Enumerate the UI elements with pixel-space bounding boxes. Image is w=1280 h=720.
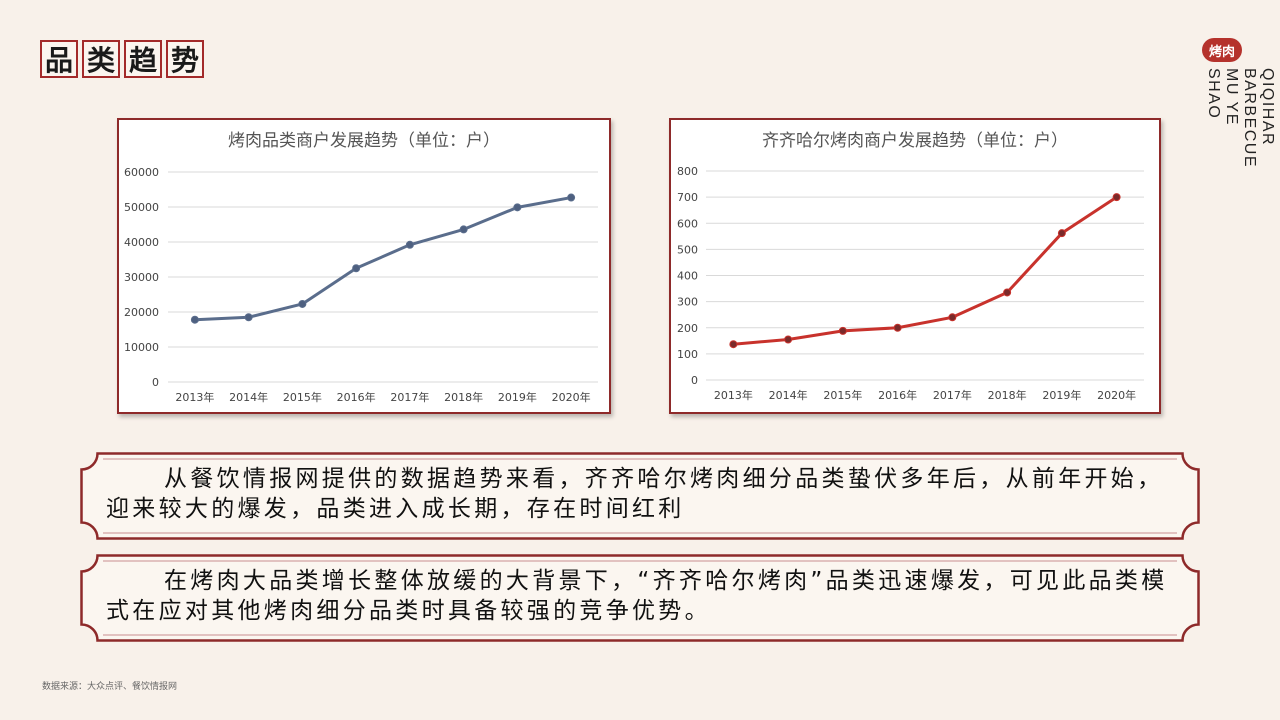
data-point bbox=[244, 313, 253, 322]
decorative-frame bbox=[80, 452, 1200, 540]
x-tick-label: 2016年 bbox=[337, 390, 376, 404]
brand-line1: QIQIHAR BARBECUE bbox=[1241, 68, 1276, 169]
data-point bbox=[190, 315, 199, 324]
x-tick-label: 2019年 bbox=[498, 390, 537, 404]
title-char: 势 bbox=[166, 40, 204, 78]
brand-line2: MU YE SHAO bbox=[1205, 68, 1240, 126]
data-point bbox=[298, 299, 307, 308]
x-tick-label: 2020年 bbox=[552, 390, 591, 404]
x-tick-label: 2013年 bbox=[175, 390, 214, 404]
data-point bbox=[784, 335, 793, 344]
chart-overall: 烤肉品类商户发展趋势（单位：户） 0 10000 20000 30000 40000 500… bbox=[124, 131, 598, 404]
x-tick-label: 2017年 bbox=[390, 390, 429, 404]
y-tick-label: 400 bbox=[677, 270, 698, 283]
title-char: 类 bbox=[82, 40, 120, 78]
x-tick-label: 2014年 bbox=[229, 390, 268, 404]
data-point bbox=[513, 203, 522, 212]
data-point bbox=[729, 340, 738, 349]
title-char: 品 bbox=[40, 40, 78, 78]
data-point bbox=[405, 240, 414, 249]
chart-title: 齐齐哈尔烤肉商户发展趋势（单位：户） bbox=[762, 131, 1068, 151]
series-line bbox=[194, 196, 572, 322]
y-tick-label: 0 bbox=[691, 374, 698, 387]
x-tick-label: 2019年 bbox=[1042, 388, 1081, 402]
y-tick-label: 10000 bbox=[124, 341, 159, 354]
y-tick-label: 200 bbox=[677, 322, 698, 335]
y-tick-label: 20000 bbox=[124, 306, 159, 319]
data-source-note: 数据来源：大众点评、餐饮情报网 bbox=[42, 682, 178, 692]
x-tick-label: 2013年 bbox=[714, 388, 753, 402]
brand-logo: 烤肉 QIQIHAR BARBECUE MU YE SHAO bbox=[1202, 38, 1276, 168]
data-point bbox=[893, 323, 902, 332]
data-point bbox=[838, 326, 847, 335]
chart-panel-qiqihar: 齐齐哈尔烤肉商户发展趋势（单位：户） 0 100 200 300 400 500 600 700… bbox=[669, 118, 1161, 414]
y-tick-label: 600 bbox=[677, 217, 698, 230]
y-tick-label: 60000 bbox=[124, 166, 159, 179]
data-point bbox=[1112, 193, 1121, 202]
data-point bbox=[948, 313, 957, 322]
data-point bbox=[1003, 288, 1012, 297]
data-point bbox=[352, 264, 361, 273]
brand-vertical-text: QIQIHAR BARBECUE MU YE SHAO bbox=[1204, 68, 1276, 168]
data-point bbox=[1057, 229, 1066, 238]
x-tick-label: 2016年 bbox=[878, 388, 917, 402]
x-tick-label: 2015年 bbox=[283, 390, 322, 404]
decorative-frame bbox=[80, 554, 1200, 642]
y-tick-label: 50000 bbox=[124, 201, 159, 214]
text-box-1: 从餐饮情报网提供的数据趋势来看，齐齐哈尔烤肉细分品类蛰伏多年后，从前年开始，迎来… bbox=[80, 452, 1200, 540]
y-tick-label: 500 bbox=[677, 243, 698, 256]
data-point bbox=[459, 225, 468, 234]
y-tick-label: 800 bbox=[677, 165, 698, 178]
title-char: 趋 bbox=[124, 40, 162, 78]
y-tick-label: 40000 bbox=[124, 236, 159, 249]
x-tick-label: 2020年 bbox=[1097, 388, 1136, 402]
x-tick-label: 2017年 bbox=[933, 388, 972, 402]
y-tick-label: 100 bbox=[677, 348, 698, 361]
x-tick-label: 2014年 bbox=[769, 388, 808, 402]
x-tick-label: 2018年 bbox=[444, 390, 483, 404]
text-box-1-content: 从餐饮情报网提供的数据趋势来看，齐齐哈尔烤肉细分品类蛰伏多年后，从前年开始，迎来… bbox=[106, 466, 1164, 522]
series-line bbox=[733, 195, 1118, 346]
text-box-2-content: 在烤肉大品类增长整体放缓的大背景下，“齐齐哈尔烤肉”品类迅速爆发，可见此品类模式… bbox=[106, 568, 1168, 624]
x-tick-label: 2018年 bbox=[988, 388, 1027, 402]
y-tick-label: 700 bbox=[677, 191, 698, 204]
page-title: 品 类 趋 势 bbox=[40, 40, 204, 78]
text-box-2: 在烤肉大品类增长整体放缓的大背景下，“齐齐哈尔烤肉”品类迅速爆发，可见此品类模式… bbox=[80, 554, 1200, 642]
chart-title: 烤肉品类商户发展趋势（单位：户） bbox=[228, 131, 500, 151]
x-tick-label: 2015年 bbox=[823, 388, 862, 402]
y-tick-label: 30000 bbox=[124, 271, 159, 284]
brand-badge: 烤肉 bbox=[1202, 38, 1242, 62]
y-tick-label: 0 bbox=[152, 376, 159, 389]
data-point bbox=[567, 193, 576, 202]
chart-qiqihar: 齐齐哈尔烤肉商户发展趋势（单位：户） 0 100 200 300 400 500 600 700… bbox=[677, 131, 1144, 402]
y-tick-label: 300 bbox=[677, 296, 698, 309]
chart-panel-overall: 烤肉品类商户发展趋势（单位：户） 0 10000 20000 30000 40000 500… bbox=[117, 118, 611, 414]
